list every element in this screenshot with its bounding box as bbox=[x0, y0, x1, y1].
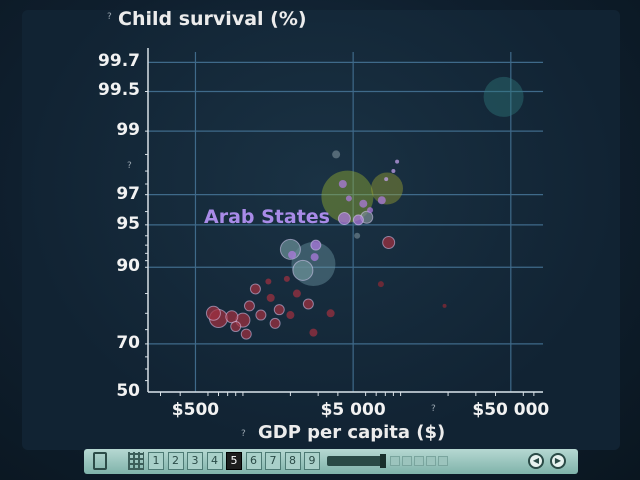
timeline-slot[interactable] bbox=[414, 456, 424, 466]
data-bubble[interactable] bbox=[371, 172, 404, 205]
timeline-slot[interactable] bbox=[438, 456, 448, 466]
film-icon[interactable] bbox=[93, 452, 107, 470]
page-3-button[interactable]: 3 bbox=[187, 452, 203, 470]
data-bubble[interactable] bbox=[382, 235, 396, 249]
data-bubble[interactable] bbox=[384, 177, 389, 182]
data-bubble[interactable] bbox=[273, 304, 285, 316]
x-axis-title[interactable]: GDP per capita ($) bbox=[258, 422, 446, 443]
page-5-button[interactable]: 5 bbox=[226, 452, 242, 470]
prev-button[interactable]: ◀ bbox=[528, 453, 544, 469]
chart-frame bbox=[22, 10, 620, 450]
data-bubble[interactable] bbox=[338, 180, 347, 189]
data-bubble[interactable] bbox=[377, 281, 384, 288]
data-bubble[interactable] bbox=[249, 283, 261, 295]
data-bubble[interactable] bbox=[205, 305, 221, 321]
timeline-slot[interactable] bbox=[426, 456, 436, 466]
y-scale-help-icon[interactable]: ? bbox=[127, 161, 132, 171]
data-bubble[interactable] bbox=[309, 328, 318, 337]
data-bubble[interactable] bbox=[367, 207, 374, 214]
data-bubble[interactable] bbox=[359, 199, 368, 208]
page-2-button[interactable]: 2 bbox=[167, 452, 184, 470]
data-bubble[interactable] bbox=[269, 317, 281, 329]
data-bubble[interactable] bbox=[225, 310, 239, 324]
x-tick-label: $5 000 bbox=[320, 400, 386, 420]
y-tick-label: 97 bbox=[116, 183, 140, 204]
y-tick-label: 70 bbox=[116, 332, 140, 353]
page-1-button[interactable]: 1 bbox=[148, 452, 164, 470]
timeline-thumb[interactable] bbox=[380, 454, 386, 468]
axes bbox=[145, 48, 543, 396]
data-bubble[interactable] bbox=[391, 169, 396, 174]
data-bubble[interactable] bbox=[288, 250, 297, 259]
page-8-button[interactable]: 8 bbox=[284, 452, 301, 470]
data-bubble[interactable] bbox=[243, 300, 255, 312]
y-axis-title[interactable]: Child survival (%) bbox=[118, 8, 307, 30]
data-bubble[interactable] bbox=[240, 328, 252, 340]
data-bubble[interactable] bbox=[230, 321, 242, 333]
data-bubble[interactable] bbox=[265, 278, 272, 285]
page-7-button[interactable]: 7 bbox=[265, 452, 281, 470]
grid-view-icon[interactable] bbox=[128, 452, 144, 470]
y-tick-label: 95 bbox=[116, 213, 140, 234]
data-bubble[interactable] bbox=[354, 232, 361, 239]
data-bubble[interactable] bbox=[442, 303, 447, 308]
y-axis-help-icon[interactable]: ? bbox=[107, 12, 112, 22]
timeline-slot[interactable] bbox=[390, 456, 400, 466]
data-bubble[interactable] bbox=[266, 293, 275, 302]
data-bubble[interactable] bbox=[310, 239, 322, 251]
page-9-button[interactable]: 9 bbox=[304, 452, 320, 470]
data-bubble[interactable] bbox=[292, 289, 301, 298]
page-4-button[interactable]: 4 bbox=[206, 452, 223, 470]
x-axis-help-icon[interactable]: ? bbox=[241, 429, 246, 439]
region-label-arab-states: Arab States bbox=[204, 206, 330, 228]
data-bubble[interactable] bbox=[395, 159, 400, 164]
data-bubble[interactable] bbox=[292, 259, 314, 281]
y-tick-label: 99 bbox=[116, 120, 140, 141]
data-bubble[interactable] bbox=[332, 150, 341, 159]
data-bubble[interactable] bbox=[302, 298, 314, 310]
data-bubble[interactable] bbox=[283, 275, 290, 282]
data-bubble[interactable] bbox=[255, 309, 267, 321]
y-tick-label: 99.7 bbox=[98, 51, 140, 72]
x-scale-help-icon[interactable]: ? bbox=[431, 404, 436, 414]
y-tick-label: 90 bbox=[116, 256, 140, 277]
next-button[interactable]: ▶ bbox=[550, 453, 566, 469]
x-tick-label: $50 000 bbox=[472, 400, 550, 420]
bubbles[interactable] bbox=[205, 76, 524, 340]
timeline-slot[interactable] bbox=[402, 456, 412, 466]
data-bubble[interactable] bbox=[326, 309, 335, 318]
y-tick-label: 50 bbox=[116, 381, 140, 401]
y-tick-label: 99.5 bbox=[98, 80, 140, 101]
data-bubble[interactable] bbox=[483, 76, 524, 117]
data-bubble[interactable] bbox=[286, 311, 295, 320]
data-bubble[interactable] bbox=[377, 196, 386, 205]
data-bubble[interactable] bbox=[337, 212, 351, 226]
page-6-button[interactable]: 6 bbox=[245, 452, 262, 470]
data-bubble[interactable] bbox=[352, 214, 364, 226]
timeline-track[interactable] bbox=[327, 456, 383, 466]
data-bubble[interactable] bbox=[345, 195, 352, 202]
x-tick-label: $500 bbox=[171, 400, 220, 420]
data-bubble[interactable] bbox=[310, 253, 319, 262]
